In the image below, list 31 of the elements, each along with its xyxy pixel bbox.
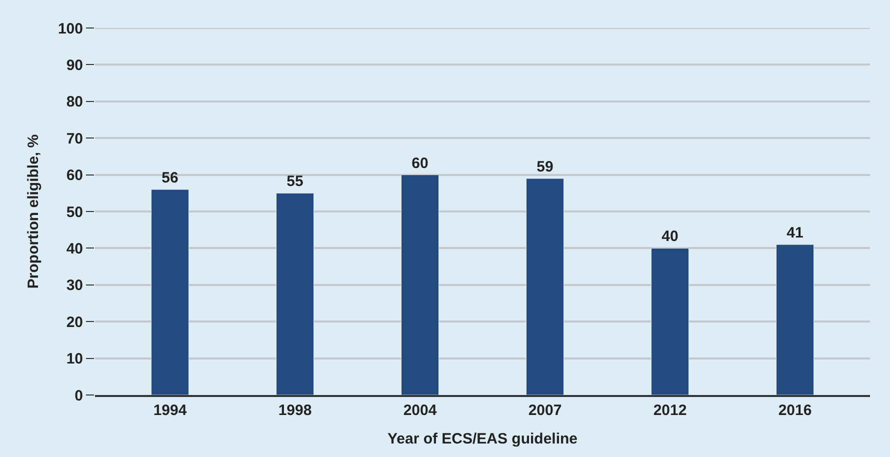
data-label: 41 xyxy=(786,224,804,242)
y-tick-label: 50 xyxy=(66,204,83,221)
x-tick-label: 2004 xyxy=(403,402,438,419)
bar xyxy=(651,248,689,395)
data-label: 59 xyxy=(536,158,554,176)
bar xyxy=(151,189,189,395)
x-axis-title: Year of ECS/EAS guideline xyxy=(387,430,578,448)
x-tick-label: 2007 xyxy=(528,402,562,419)
bar xyxy=(276,192,314,395)
data-label: 40 xyxy=(662,228,678,246)
data-label: 60 xyxy=(412,154,428,172)
y-tick-label: 10 xyxy=(66,350,83,368)
bar xyxy=(401,174,439,395)
x-tick-label: 1994 xyxy=(153,402,188,419)
y-tick-label: 100 xyxy=(58,20,83,38)
data-label: 55 xyxy=(286,173,304,190)
bar xyxy=(526,178,564,395)
bar xyxy=(776,244,814,395)
x-tick-label: 2012 xyxy=(653,402,687,419)
y-tick-label: 80 xyxy=(66,94,83,111)
x-tick-label: 2016 xyxy=(778,402,812,419)
y-tick-label: 90 xyxy=(66,56,83,74)
y-tick-label: 0 xyxy=(74,387,83,404)
data-label: 56 xyxy=(162,169,178,186)
x-tick-label: 1998 xyxy=(278,402,312,419)
y-tick-label: 20 xyxy=(66,314,83,331)
y-axis-title: Proportion eligible, % xyxy=(25,134,42,289)
y-tick-label: 60 xyxy=(66,167,83,184)
y-tick-label: 70 xyxy=(66,130,83,148)
y-tick-label: 40 xyxy=(66,240,83,258)
y-tick-label: 30 xyxy=(66,277,83,294)
